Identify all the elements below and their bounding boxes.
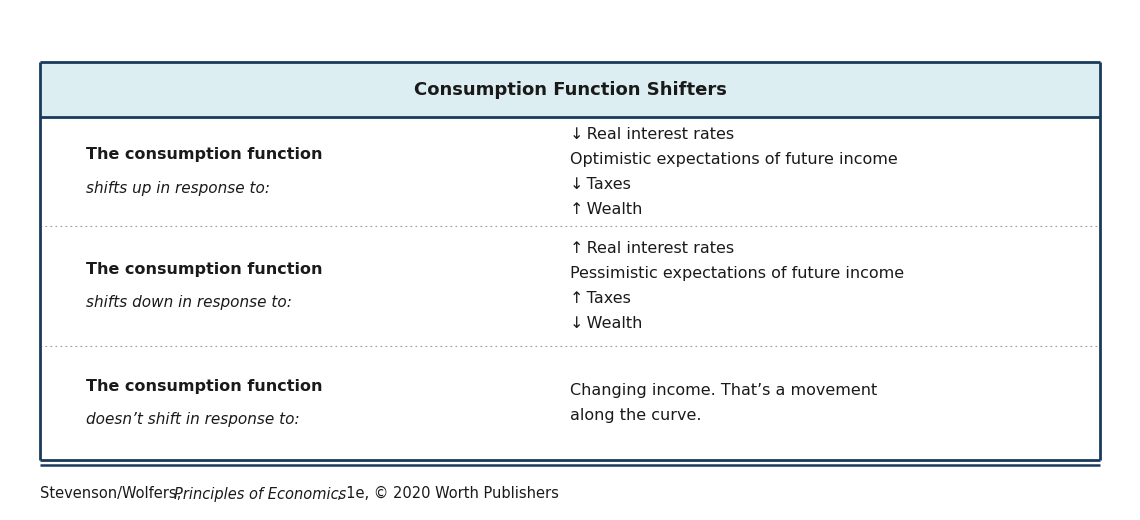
Text: Principles of Economics: Principles of Economics bbox=[174, 487, 347, 501]
Text: ↓ Real interest rates: ↓ Real interest rates bbox=[570, 127, 734, 141]
Text: ↑ Taxes: ↑ Taxes bbox=[570, 291, 630, 306]
Text: ↓ Wealth: ↓ Wealth bbox=[570, 316, 642, 331]
Text: Changing income. That’s a movement: Changing income. That’s a movement bbox=[570, 383, 878, 398]
Text: shifts up in response to:: shifts up in response to: bbox=[86, 181, 269, 196]
Bar bbox=[40, 62, 1100, 117]
Text: ↑ Wealth: ↑ Wealth bbox=[570, 202, 642, 216]
Text: Consumption Function Shifters: Consumption Function Shifters bbox=[414, 81, 726, 99]
Text: Pessimistic expectations of future income: Pessimistic expectations of future incom… bbox=[570, 266, 904, 281]
Text: The consumption function: The consumption function bbox=[86, 262, 321, 277]
Text: Optimistic expectations of future income: Optimistic expectations of future income bbox=[570, 152, 898, 166]
Text: Stevenson/Wolfers,: Stevenson/Wolfers, bbox=[40, 487, 186, 501]
Bar bbox=[40, 117, 1100, 460]
Text: ↑ Real interest rates: ↑ Real interest rates bbox=[570, 241, 734, 256]
Text: The consumption function: The consumption function bbox=[86, 147, 321, 162]
Text: , 1e, © 2020 Worth Publishers: , 1e, © 2020 Worth Publishers bbox=[336, 487, 559, 501]
Text: along the curve.: along the curve. bbox=[570, 408, 701, 423]
Text: ↓ Taxes: ↓ Taxes bbox=[570, 177, 630, 191]
Text: The consumption function: The consumption function bbox=[86, 379, 321, 394]
Text: doesn’t shift in response to:: doesn’t shift in response to: bbox=[86, 412, 299, 427]
Text: shifts down in response to:: shifts down in response to: bbox=[86, 295, 292, 310]
